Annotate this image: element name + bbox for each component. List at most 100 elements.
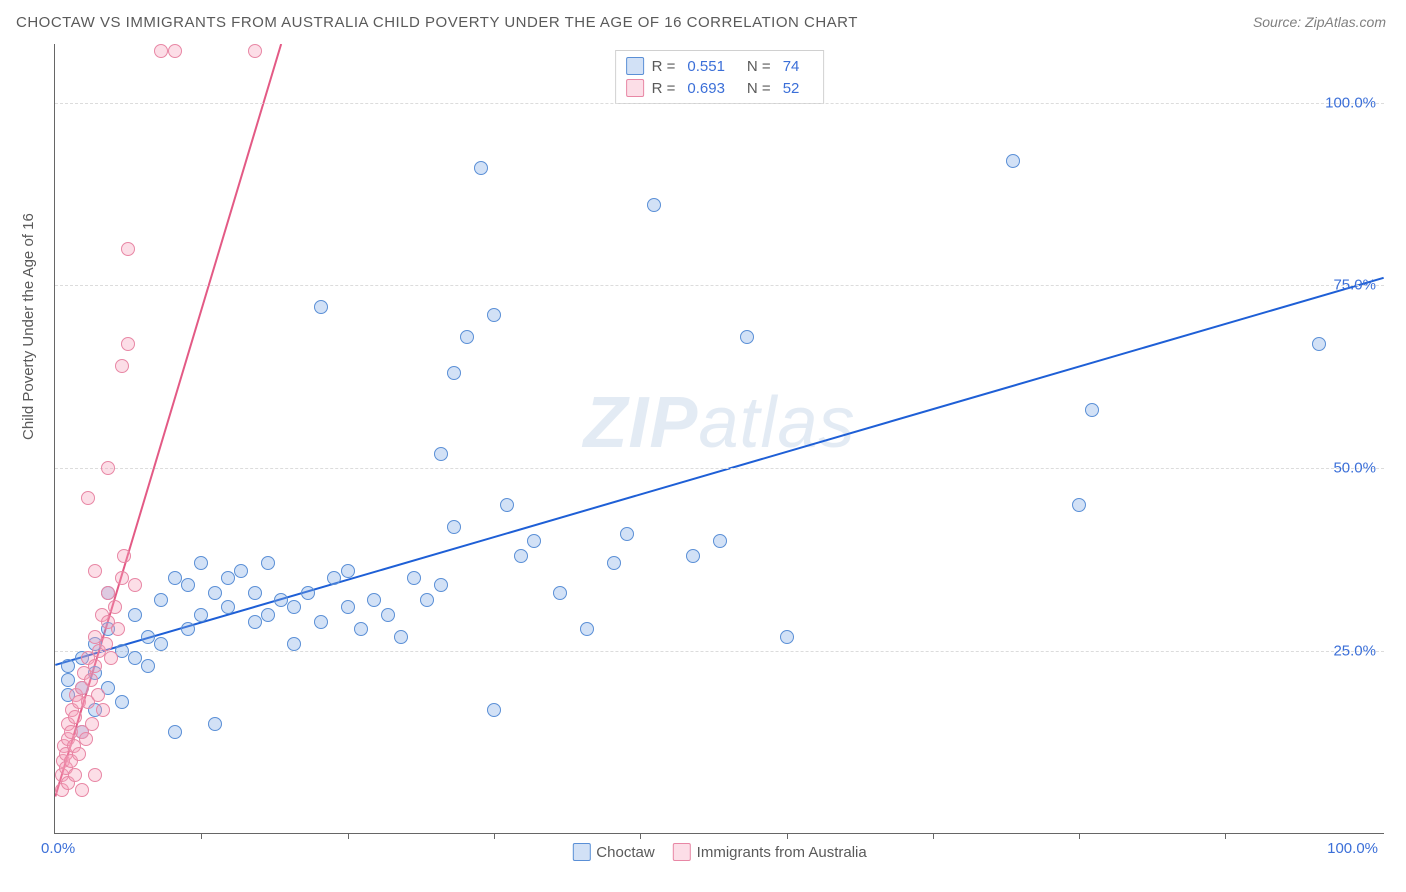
correlation-legend: R = 0.551 N = 74 R = 0.693 N = 52 [615,50,825,104]
data-point [61,673,75,687]
data-point [221,600,235,614]
data-point [111,622,125,636]
data-point [248,615,262,629]
data-point [500,498,514,512]
scatter-plot-area: ZIPatlas R = 0.551 N = 74 R = 0.693 N = … [54,44,1384,834]
data-point [607,556,621,570]
data-point [104,651,118,665]
gridline [55,651,1384,652]
x-tick-mark [1079,833,1080,839]
y-tick-label: 75.0% [1333,277,1376,294]
data-point [79,732,93,746]
data-point [88,659,102,673]
data-point [487,308,501,322]
data-point [447,520,461,534]
data-point [301,586,315,600]
data-point [85,717,99,731]
data-point [367,593,381,607]
data-point [99,637,113,651]
x-tick-mark [1225,833,1226,839]
x-tick-mark [348,833,349,839]
data-point [354,622,368,636]
data-point [154,593,168,607]
chart-title: CHOCTAW VS IMMIGRANTS FROM AUSTRALIA CHI… [16,14,858,31]
swatch-immigrants [626,79,644,97]
swatch-choctaw [626,57,644,75]
x-axis-min-label: 0.0% [41,840,75,857]
x-tick-mark [933,833,934,839]
data-point [121,337,135,351]
gridline [55,285,1384,286]
data-point [154,637,168,651]
data-point [234,564,248,578]
legend-item-immigrants: Immigrants from Australia [673,843,867,861]
legend-row-choctaw: R = 0.551 N = 74 [626,55,814,77]
y-axis-label: Child Poverty Under the Age of 16 [20,213,37,440]
data-point [553,586,567,600]
data-point [287,637,301,651]
data-point [121,242,135,256]
data-point [194,608,208,622]
data-point [128,578,142,592]
data-point [88,768,102,782]
data-point [1312,337,1326,351]
data-point [341,600,355,614]
data-point [75,783,89,797]
data-point [181,622,195,636]
data-point [647,198,661,212]
data-point [686,549,700,563]
data-point [434,447,448,461]
source-attribution: Source: ZipAtlas.com [1253,14,1386,30]
data-point [314,615,328,629]
data-point [84,673,98,687]
data-point [96,703,110,717]
data-point [128,608,142,622]
data-point [314,300,328,314]
data-point [474,161,488,175]
x-tick-mark [494,833,495,839]
data-point [620,527,634,541]
data-point [1006,154,1020,168]
data-point [115,695,129,709]
data-point [447,366,461,380]
data-point [780,630,794,644]
data-point [101,461,115,475]
data-point [115,571,129,585]
data-point [407,571,421,585]
data-point [580,622,594,636]
data-point [72,747,86,761]
data-point [61,659,75,673]
x-axis-max-label: 100.0% [1327,840,1378,857]
data-point [434,578,448,592]
data-point [740,330,754,344]
data-point [168,571,182,585]
data-point [394,630,408,644]
data-point [101,586,115,600]
data-point [68,710,82,724]
data-point [327,571,341,585]
data-point [181,578,195,592]
data-point [487,703,501,717]
swatch-choctaw-bottom [572,843,590,861]
data-point [117,549,131,563]
data-point [261,608,275,622]
data-point [341,564,355,578]
data-point [248,586,262,600]
data-point [287,600,301,614]
data-point [713,534,727,548]
data-point [221,571,235,585]
legend-item-choctaw: Choctaw [572,843,654,861]
data-point [248,44,262,58]
data-point [91,688,105,702]
y-tick-label: 50.0% [1333,460,1376,477]
data-point [208,717,222,731]
data-point [460,330,474,344]
data-point [208,586,222,600]
data-point [108,600,122,614]
data-point [168,44,182,58]
gridline [55,103,1384,104]
data-point [141,630,155,644]
gridline [55,468,1384,469]
data-point [274,593,288,607]
x-tick-mark [640,833,641,839]
